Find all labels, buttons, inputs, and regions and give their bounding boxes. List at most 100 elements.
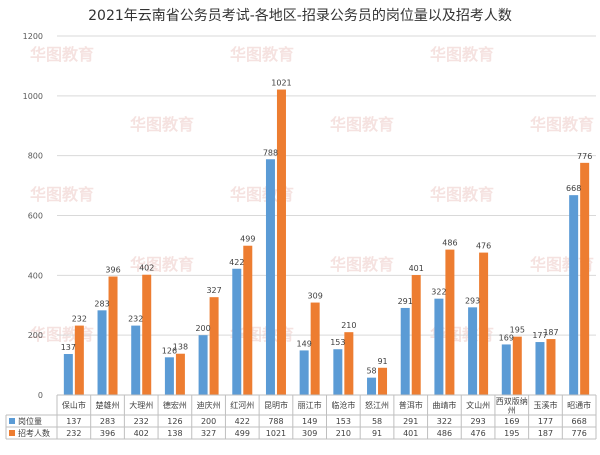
table-cell: 153 [336,417,351,426]
table-cell: 177 [538,417,553,426]
data-label: 402 [139,264,154,273]
bar-applicants [512,336,522,395]
bar-positions [434,298,444,395]
data-label: 788 [263,148,278,157]
data-label: 153 [330,338,345,347]
category-label: 楚雄州 [96,400,120,410]
watermark-logo: 华图教育 [330,255,394,274]
data-label: 486 [442,239,457,248]
legend-label: 招考人数 [18,428,50,438]
watermark-logo: 华图教育 [230,45,294,64]
bars [63,89,590,395]
bar-applicants [276,89,286,395]
bar-positions [367,377,377,395]
watermark-logo: 华图教育 [130,255,194,274]
table-cell: 200 [201,417,216,426]
data-label: 126 [162,346,177,355]
table-cell: 401 [403,429,418,438]
category-label: 曲靖市 [432,400,456,410]
category-label: 德宏州 [163,400,187,410]
chart-title: 2021年云南省公务员考试-各地区-招录公务员的岗位量以及招考人数 [88,8,512,24]
data-label: 232 [72,315,87,324]
category-label: 玉溪市 [533,400,557,410]
category-label: 大理州 [129,400,153,410]
data-label: 293 [465,296,480,305]
data-label: 91 [377,357,387,366]
y-tick-label: 400 [28,271,43,280]
watermark-logo: 华图教育 [330,115,394,134]
data-label: 169 [499,333,514,342]
bar-positions [232,268,242,395]
y-tick-label: 600 [28,212,43,221]
table-cell: 126 [167,417,182,426]
category-label: 文山州 [466,400,490,410]
bar-positions [400,307,410,395]
bar-applicants [479,252,489,395]
bar-applicants [209,297,219,395]
data-label: 396 [105,266,120,275]
table-cell: 476 [470,429,485,438]
y-tick-label: 800 [28,152,43,161]
category-label: 保山市 [62,400,86,410]
table-cell: 138 [167,429,182,438]
bar-applicants [74,325,84,395]
y-tick-label: 1000 [23,92,43,101]
data-label: 499 [240,235,255,244]
table-cell: 486 [437,429,452,438]
bar-positions [63,354,73,395]
bar-positions [299,350,309,395]
table-cell: 293 [470,417,485,426]
data-label: 137 [61,343,76,352]
table-cell: 776 [572,429,587,438]
bar-positions [164,357,174,395]
watermark-logo: 华图教育 [530,115,594,134]
data-labels: 137 283 232 126 200 422 788 149 153 58 291 322 293 16… [61,79,593,376]
data-label: 668 [566,184,581,193]
data-label: 291 [398,297,413,306]
bar-positions [535,342,545,395]
category-label: 红河州 [230,400,254,410]
watermark-logo: 华图教育 [130,115,194,134]
y-tick-label: 1200 [23,32,43,41]
bar-positions [501,344,511,395]
data-label: 283 [94,299,109,308]
category-label: 怒江州 [365,400,389,410]
bar-applicants [175,353,185,395]
table-cell: 137 [66,417,81,426]
bar-positions [333,349,343,395]
bar-positions [131,325,141,395]
category-label: 西双版纳 [496,396,528,406]
table-cell: 283 [100,417,115,426]
data-label: 476 [476,242,491,251]
bar-positions [198,335,208,395]
table-cell: 91 [372,429,382,438]
bar-applicants [310,302,320,395]
legend-key [9,430,15,436]
table-cell: 1021 [266,429,286,438]
category-label: 昆明市 [264,400,288,410]
bar-applicants [344,332,354,395]
y-tick-label: 200 [28,331,43,340]
data-label: 309 [308,292,323,301]
category-label: 丽江市 [298,400,322,410]
category-label: 昭通市 [567,400,591,410]
table-cell: 232 [134,417,149,426]
legend-key [9,418,15,424]
data-label: 401 [409,264,424,273]
data-label: 195 [510,326,525,335]
data-label: 138 [173,343,188,352]
bar-applicants [108,276,118,395]
watermark-logo: 华图教育 [430,45,494,64]
bar-positions [97,310,107,395]
data-label: 327 [206,286,221,295]
table-cell: 788 [268,417,283,426]
data-table: 保山市 楚雄州 大理州 德宏州 迪庆州 红河州 昆明市 丽江市 临沧市 怒江州 普洱市 曲靖市 文山州西… [5,394,597,440]
data-label: 200 [195,324,210,333]
category-label: 迪庆州 [197,400,221,410]
table-cell: 149 [302,417,317,426]
table-cell: 402 [134,429,149,438]
category-label: 临沧市 [331,400,355,410]
table-cell: 422 [235,417,250,426]
data-label: 58 [366,367,376,376]
